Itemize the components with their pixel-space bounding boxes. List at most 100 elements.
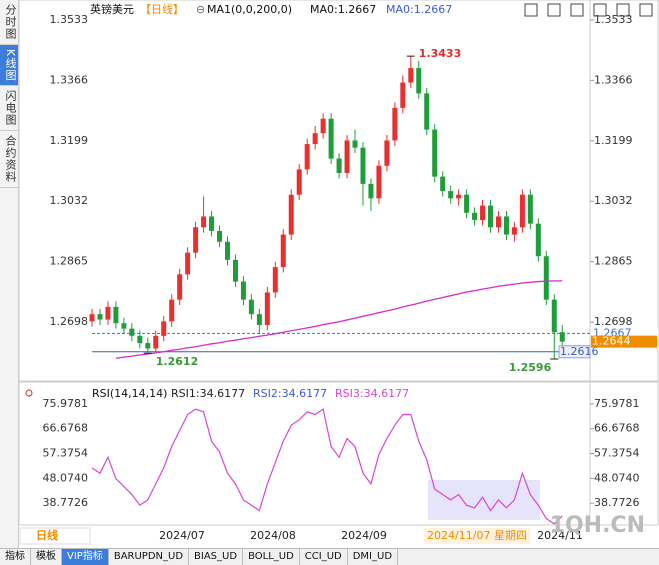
toolbar-icon <box>616 3 630 17</box>
candle-body <box>551 299 557 333</box>
candle-body <box>89 314 95 322</box>
candle-body <box>559 332 565 342</box>
annotation: 1.3433 <box>419 47 461 60</box>
candle-body <box>432 129 438 177</box>
candle-body <box>480 205 486 221</box>
indicator-tab[interactable]: BARUPDN_UD <box>109 549 190 565</box>
y-tick-label: 66.6768 <box>594 422 640 435</box>
y-tick-label: 48.0740 <box>43 471 89 484</box>
price-label-box <box>558 345 591 359</box>
y-tick-label: 75.9781 <box>43 397 89 410</box>
y-tick-label: 1.3032 <box>594 194 633 207</box>
candle-body <box>472 212 478 221</box>
candle-body <box>129 328 135 336</box>
candle-body <box>193 227 199 253</box>
y-tick-label: 57.3754 <box>594 447 640 460</box>
y-tick-label: 1.3199 <box>50 134 89 147</box>
chart: 1.3533 1.3533 1.3366 1.3366 1.3199 1.3199 1.30… <box>18 0 659 545</box>
price-label: 1.2644 <box>592 335 631 348</box>
indicator-tab[interactable]: 指标 <box>0 549 31 565</box>
period-box <box>19 527 91 545</box>
side-tab[interactable]: 分时图 <box>0 0 18 45</box>
y-tick-label: 75.9781 <box>594 397 640 410</box>
y-tick-label: 1.3366 <box>50 73 89 86</box>
indicator-tab[interactable]: BIAS_UD <box>189 549 244 565</box>
ma-line <box>115 280 563 359</box>
y-tick-label: 1.2698 <box>594 315 633 328</box>
candle-body <box>320 118 326 134</box>
rsi-legend: RSI2:34.6177 <box>253 387 327 400</box>
candle-body <box>448 191 454 199</box>
candle-body <box>511 227 517 235</box>
indicator-tab[interactable]: CCI_UD <box>300 549 348 565</box>
price-label-box <box>591 335 657 348</box>
annotation: 1.2612 <box>156 355 198 368</box>
candle-body <box>495 216 501 228</box>
y-tick-label: 38.7726 <box>594 496 640 509</box>
period: 【日线】 <box>140 2 184 16</box>
candle-body <box>440 176 446 192</box>
side-tab[interactable]: 合约资料 <box>0 131 18 189</box>
side-tab[interactable]: K线图 <box>0 45 18 87</box>
candle-body <box>384 140 390 166</box>
candle-body <box>288 194 294 235</box>
candle-body <box>153 335 159 349</box>
indicator-tab[interactable]: DMI_UD <box>348 549 399 565</box>
indicator-tab[interactable]: BOLL_UD <box>243 549 300 565</box>
candle-body <box>217 230 223 242</box>
y-tick-label: 38.7726 <box>43 496 89 509</box>
y-tick-label: 1.3199 <box>594 134 633 147</box>
chart-title: 英镑美元 <box>90 2 134 16</box>
x-tick-label: 2024/08 <box>250 529 296 542</box>
price-label: 1.2616 <box>560 345 599 358</box>
rsi-icon <box>25 389 33 397</box>
tab-bar: 指标 模板 VIP指标 BARUPDN_UD BIAS_UD BOLL_UD CCI_UD D… <box>0 548 659 565</box>
y-tick-label: 1.2865 <box>50 255 89 268</box>
candle-body <box>304 144 310 170</box>
candle-body <box>488 205 493 228</box>
candle-body <box>121 323 127 329</box>
toolbar-icon <box>524 3 538 17</box>
y-tick-label: 1.2698 <box>50 315 89 328</box>
rsi-line <box>91 408 563 525</box>
candle-body <box>296 169 302 195</box>
candle-body <box>177 274 183 300</box>
y-tick-label: 1.3533 <box>50 13 89 26</box>
candle-body <box>464 194 470 213</box>
candle-body <box>169 299 175 322</box>
cursor-label: 2024/11/07 星期四 <box>427 529 527 542</box>
toolbar-icon <box>639 3 653 17</box>
watermark: 1QH.CN <box>550 513 645 538</box>
x-tick-label: 2024/09 <box>341 529 387 542</box>
candle-body <box>113 306 119 324</box>
candle-body <box>312 133 318 145</box>
candle-body <box>145 343 151 349</box>
y-tick-label: 1.3366 <box>594 73 633 86</box>
candle-body <box>201 216 207 228</box>
indicator-value: MA0:1.2667 <box>386 3 452 16</box>
candle-body <box>264 292 270 325</box>
y-tick-label: 48.0740 <box>594 471 640 484</box>
rsi-title: RSI(14,14,14) <box>92 387 167 400</box>
indicator-tab[interactable]: 模板 <box>31 549 62 565</box>
panel-frame <box>18 381 659 526</box>
indicator-tab[interactable]: VIP指标 <box>62 549 109 565</box>
candle-body <box>535 223 541 257</box>
period-tab: 日线 <box>36 528 58 542</box>
candle-body <box>280 234 286 268</box>
candle-body <box>400 82 406 108</box>
side-tab[interactable]: 闪电图 <box>0 86 18 132</box>
rsi-legend: RSI1:34.6177 <box>171 387 245 400</box>
candle-body <box>352 140 358 148</box>
candle-body <box>328 118 334 159</box>
y-tick-label: 1.3533 <box>594 13 633 26</box>
candle-body <box>137 335 143 344</box>
x-tick-label: 2024/11 <box>537 529 583 542</box>
candle-body <box>368 183 374 199</box>
candle-body <box>416 68 422 94</box>
indicator-value: MA0:1.2667 <box>310 3 376 16</box>
candle-body <box>408 68 414 83</box>
y-tick-label: 1.2865 <box>594 255 633 268</box>
toolbar-icon <box>593 3 607 17</box>
